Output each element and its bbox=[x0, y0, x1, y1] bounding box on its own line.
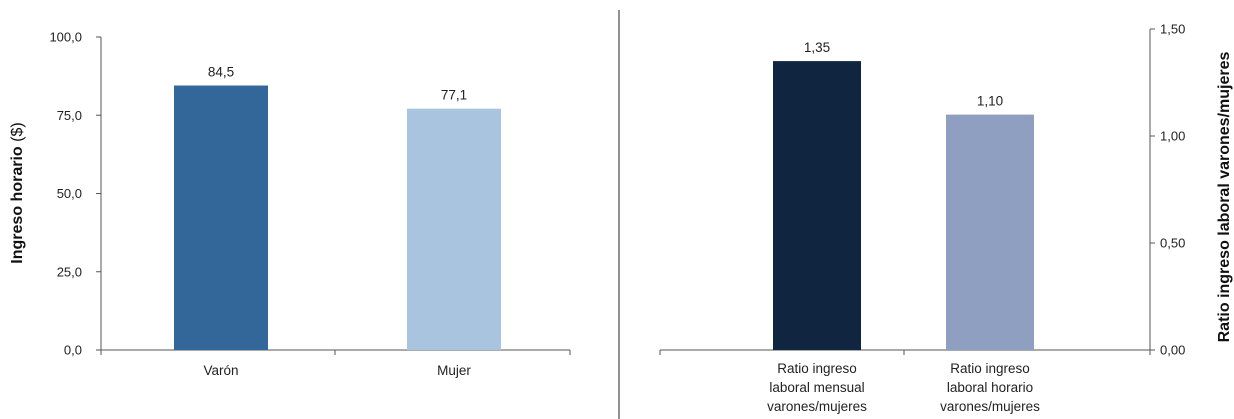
left-y-tick-label: 50,0 bbox=[57, 186, 82, 201]
bar-value-label: 1,35 bbox=[804, 40, 830, 55]
hourly-income-chart: Ingreso horario ($) 0,0 25,0 50,0 75,0 100,0… bbox=[9, 30, 571, 378]
right-y-axis-title: Ratio ingreso laboral varones/mujeres bbox=[1216, 52, 1233, 343]
bar-ratio-mensual bbox=[773, 61, 861, 350]
left-y-tick-label: 100,0 bbox=[49, 30, 82, 45]
bar-ratio-horario bbox=[946, 114, 1034, 350]
right-y-tick-label: 1,00 bbox=[1160, 129, 1185, 144]
right-y-tick-label: 1,50 bbox=[1160, 22, 1185, 37]
right-y-tick-label: 0,50 bbox=[1160, 236, 1185, 251]
left-y-tick-label: 75,0 bbox=[57, 108, 82, 123]
bar-value-label: 1,10 bbox=[977, 94, 1003, 109]
x-category-label: Varón bbox=[203, 363, 238, 378]
left-y-tick-label: 25,0 bbox=[57, 264, 82, 279]
x-category-label: Mujer bbox=[437, 363, 471, 378]
x-category-label: Ratio ingreso laboral horario varones/muje… bbox=[940, 361, 1040, 414]
left-y-axis-title: Ingreso horario ($) bbox=[9, 122, 26, 263]
bar-value-label: 77,1 bbox=[441, 88, 467, 103]
x-category-label: Ratio ingreso laboral mensual varones/muje… bbox=[767, 361, 867, 414]
bar-varon bbox=[174, 85, 268, 350]
bar-mujer bbox=[407, 108, 501, 350]
left-y-tick-label: 0,0 bbox=[64, 343, 82, 358]
bar-value-label: 84,5 bbox=[208, 65, 234, 80]
right-y-tick-label: 0,00 bbox=[1160, 343, 1185, 358]
income-ratio-chart: 0,00 0,50 1,00 1,50 1,35 Ratio ingreso labora… bbox=[659, 22, 1233, 414]
